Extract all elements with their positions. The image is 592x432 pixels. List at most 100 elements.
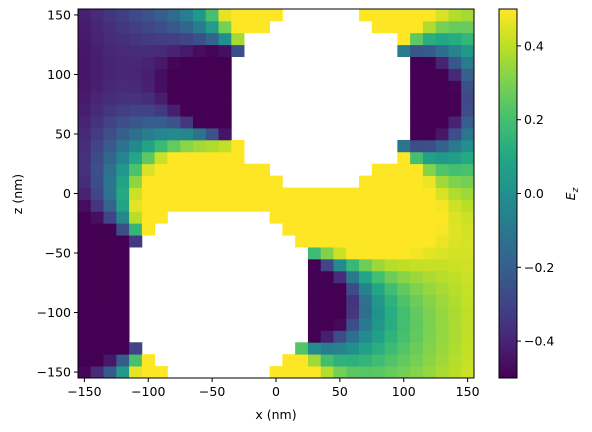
heatmap-cell (397, 282, 411, 296)
heatmap-cell (90, 330, 104, 343)
heatmap-cell (192, 9, 207, 22)
heatmap-cell (116, 282, 130, 296)
heatmap-cell (422, 68, 437, 81)
heatmap-cell (410, 92, 424, 105)
heatmap-cell (384, 199, 398, 212)
heatmap-cell (371, 318, 385, 331)
heatmap-cell (90, 128, 104, 141)
heatmap-cell (103, 116, 117, 129)
heatmap-cell (180, 20, 194, 34)
heatmap-cell (448, 163, 462, 177)
y-tick-label: −50 (45, 246, 71, 261)
heatmap-cell (435, 187, 449, 200)
heatmap-cell (410, 104, 424, 117)
heatmap-cell (448, 92, 462, 105)
heatmap-cell (410, 318, 424, 331)
heatmap-cell (282, 354, 296, 367)
heatmap-cell (422, 151, 437, 165)
heatmap-cell (269, 366, 283, 379)
heatmap-cell (78, 247, 92, 260)
heatmap-cell (78, 318, 92, 331)
y-axis: −150 −100 −50 0 50 100 150 (37, 7, 78, 380)
heatmap-cell (90, 270, 104, 284)
heatmap-cell (205, 20, 219, 34)
heatmap-cell (422, 92, 437, 105)
heatmap-cell (422, 56, 437, 69)
heatmap-cell (410, 187, 424, 200)
heatmap-cell (129, 32, 143, 46)
heatmap-cell (205, 151, 219, 165)
heatmap-cell (397, 211, 411, 224)
heatmap-cell (205, 104, 219, 117)
heatmap-cell (333, 282, 347, 296)
heatmap-cell (116, 187, 130, 200)
heatmap-cell (448, 270, 462, 284)
heatmap-cell (333, 247, 347, 260)
heatmap-cell (180, 199, 194, 212)
heatmap-cell (244, 163, 258, 177)
heatmap-cell (244, 20, 258, 34)
heatmap-cell (371, 282, 385, 296)
heatmap-cell (359, 199, 373, 212)
heatmap-cell (231, 32, 245, 46)
heatmap-cell (371, 270, 385, 284)
heatmap-cell (103, 44, 117, 58)
heatmap-cell (103, 175, 117, 188)
heatmap-cell (231, 187, 245, 200)
heatmap-cell (282, 187, 296, 200)
heatmap-cell (90, 9, 104, 22)
heatmap-cell (256, 163, 271, 177)
heatmap-cell (422, 20, 437, 34)
heatmap-cell (397, 163, 411, 177)
heatmap-cell (180, 187, 194, 200)
heatmap-cell (320, 294, 334, 307)
heatmap-cell (307, 294, 322, 307)
heatmap-cell (371, 342, 385, 355)
heatmap-cell (103, 104, 117, 117)
heatmap-cell (410, 199, 424, 212)
heatmap-cell (218, 68, 232, 81)
heatmap-cell (422, 354, 437, 367)
heatmap-cell (333, 223, 347, 236)
heatmap-cell (116, 199, 130, 212)
heatmap-cell (154, 175, 168, 188)
heatmap-cell (307, 235, 322, 248)
heatmap-cell (422, 247, 437, 260)
heatmap-cell (129, 199, 143, 212)
heatmap-cell (141, 199, 156, 212)
heatmap-cell (435, 354, 449, 367)
heatmap-cell (346, 270, 360, 284)
heatmap-cell (78, 20, 92, 34)
heatmap-cell (103, 270, 117, 284)
heatmap-cell (371, 199, 385, 212)
heatmap-cell (269, 187, 283, 200)
heatmap-cell (371, 306, 385, 319)
heatmap-cell (410, 175, 424, 188)
heatmap-cell (116, 163, 130, 177)
heatmap-cell (103, 199, 117, 212)
heatmap-cell (410, 151, 424, 165)
heatmap-cell (333, 330, 347, 343)
heatmap-cell (448, 104, 462, 117)
heatmap-cell (435, 80, 449, 93)
heatmap-cell (154, 20, 168, 34)
heatmap-cell (422, 44, 437, 58)
heatmap-cell (346, 187, 360, 200)
heatmap-cell (435, 163, 449, 177)
heatmap-cell (141, 68, 156, 81)
heatmap-cell (90, 80, 104, 93)
heatmap-cell (295, 187, 309, 200)
heatmap-cell (103, 32, 117, 46)
heatmap-cell (422, 128, 437, 141)
x-tick-label: −100 (131, 384, 165, 399)
heatmap-cell (192, 163, 207, 177)
heatmap-cell (371, 247, 385, 260)
heatmap-cell (205, 32, 219, 46)
heatmap-cell (461, 139, 475, 153)
heatmap-cell (461, 151, 475, 165)
heatmap-cell (78, 330, 92, 343)
colorbar-tick-label: 0.0 (524, 186, 544, 201)
heatmap-cell (90, 116, 104, 129)
heatmap-cell (218, 116, 232, 129)
heatmap-cell (359, 247, 373, 260)
